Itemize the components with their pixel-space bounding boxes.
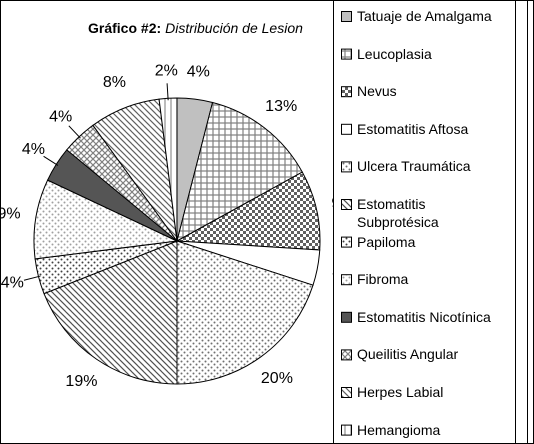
leader-line <box>68 125 81 139</box>
leader-line <box>23 275 41 281</box>
title-bold: Gráfico #2: <box>88 20 161 36</box>
leader-line <box>43 155 59 166</box>
data-label: 4% <box>187 64 210 81</box>
data-label: 8% <box>103 74 126 91</box>
leader-line <box>166 83 169 101</box>
legend-swatch <box>341 387 352 398</box>
data-label: 19% <box>65 373 97 390</box>
data-label: 9% <box>331 195 354 212</box>
legend-entry: Estomatitis Aftosa <box>357 120 469 137</box>
pie-slice <box>176 240 314 385</box>
legend-entry: Nevus <box>357 83 397 100</box>
data-label: 4% <box>332 264 355 281</box>
pie-slice <box>33 179 179 260</box>
data-label: 9% <box>0 206 21 223</box>
pie-slice <box>176 101 303 242</box>
legend-swatch <box>341 11 352 22</box>
legend-swatch <box>341 236 352 248</box>
legend-entry: Herpes Labial <box>357 384 444 400</box>
legend-swatch <box>341 199 352 210</box>
data-label: 4% <box>22 141 45 158</box>
legend-swatch <box>341 123 352 135</box>
legend-swatch <box>341 86 352 98</box>
pie-slice <box>175 171 321 251</box>
legend-swatch <box>341 161 352 173</box>
data-label: 13% <box>265 98 297 115</box>
legend-entry: Fibroma <box>357 271 409 288</box>
legend-entry: Hemangioma <box>357 421 441 438</box>
legend-swatch <box>341 311 352 323</box>
legend-swatch <box>341 424 352 436</box>
legend-swatch <box>341 48 352 60</box>
data-label: 4% <box>49 108 72 125</box>
legend-entry: Estomatitis Nicotínica <box>357 308 491 325</box>
legend-entry: Queilitis Angular <box>357 346 459 363</box>
data-label: 20% <box>261 370 293 387</box>
legend-entry: Estomatitis Subprotésica <box>357 196 439 230</box>
legend-entry: Papiloma <box>357 233 416 250</box>
legend-swatch <box>341 349 352 361</box>
chart-title: Gráfico #2: Distribución de Lesion <box>88 20 303 36</box>
legend-entry: Leucoplasia <box>357 45 432 62</box>
data-label: 4% <box>1 274 24 291</box>
legend-swatch <box>341 274 352 286</box>
legend-entry: Tatuaje de Amalgama <box>357 8 492 24</box>
title-italic: Distribución de Lesion <box>165 20 303 36</box>
legend-entry: Ulcera Traumática <box>357 158 471 175</box>
pie-slice <box>43 240 178 385</box>
data-label: 2% <box>155 63 178 80</box>
